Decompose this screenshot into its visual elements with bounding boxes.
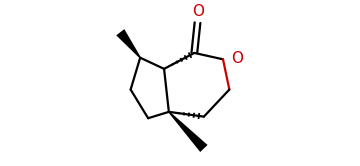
Text: O: O bbox=[231, 50, 243, 66]
Text: O: O bbox=[192, 4, 204, 19]
Polygon shape bbox=[116, 29, 141, 58]
Polygon shape bbox=[168, 111, 208, 152]
